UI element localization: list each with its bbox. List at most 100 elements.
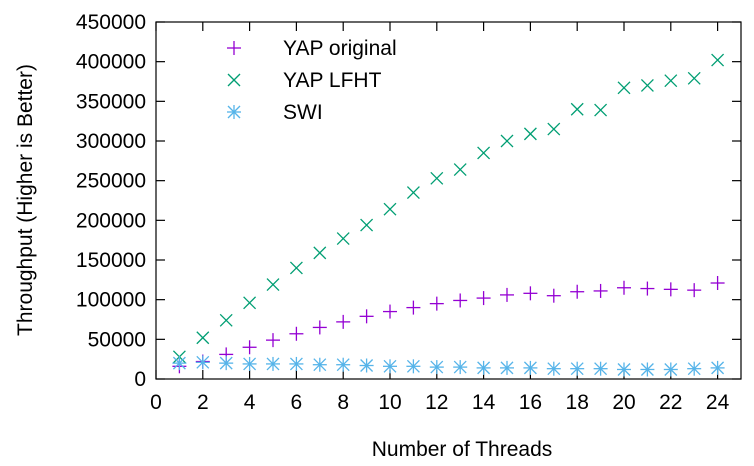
yap-lfht-point — [243, 296, 257, 310]
yap-lfht-point — [687, 71, 701, 85]
yap-original-point — [312, 320, 327, 335]
swi-point — [383, 359, 397, 374]
x-tick-label: 18 — [566, 391, 589, 414]
yap-original-point — [406, 300, 421, 315]
yap-original-point — [593, 283, 608, 298]
x-tick-label: 20 — [612, 391, 635, 414]
x-tick-label: 16 — [519, 391, 542, 414]
y-tick-label: 250000 — [76, 170, 146, 193]
data-points — [172, 53, 725, 377]
swi-point — [710, 360, 725, 375]
yap-original-point — [476, 291, 491, 306]
yap-original-point — [687, 283, 702, 298]
swi-point — [172, 356, 187, 371]
yap-original-point — [640, 281, 655, 296]
swi-point — [219, 356, 234, 371]
swi-point — [242, 356, 257, 371]
legend: YAP original YAP LFHT SWI — [227, 37, 397, 124]
swi-point — [289, 356, 304, 371]
y-tick-label: 0 — [134, 368, 146, 391]
y-tick-label: 300000 — [76, 130, 146, 153]
yap-lfht-point — [219, 313, 233, 327]
swi-point — [406, 359, 421, 374]
swi-point — [195, 355, 210, 370]
yap-original-point — [289, 326, 304, 341]
yap-lfht-point — [360, 218, 374, 232]
swi-point — [453, 360, 468, 375]
yap-original-point — [710, 276, 725, 291]
swi-point — [640, 362, 655, 377]
legend-yap-lfht-label: YAP LFHT — [283, 69, 382, 92]
yap-lfht-point — [640, 79, 654, 92]
yap-lfht-point — [570, 102, 584, 116]
legend-swi-marker — [227, 105, 241, 119]
y-tick-label: 400000 — [76, 51, 146, 74]
x-tick-label: 22 — [659, 391, 682, 414]
legend-yap-original-marker — [227, 41, 241, 55]
y-tick-label: 450000 — [76, 11, 146, 34]
swi-point — [312, 357, 327, 372]
yap-original-point — [336, 314, 351, 329]
y-axis-title: Throughput (Higher is Better) — [14, 64, 37, 336]
yap-original-point — [500, 287, 514, 302]
yap-lfht-point — [523, 127, 537, 141]
x-tick-label: 4 — [244, 391, 256, 414]
x-tick-label: 10 — [378, 391, 401, 414]
x-tick-label: 24 — [706, 391, 730, 414]
swi-point — [663, 362, 678, 377]
axis-tick-labels: 0 2 4 6 8 10 12 14 16 18 20 22 240500001000001500002… — [76, 11, 730, 414]
y-tick-label: 100000 — [76, 289, 146, 312]
y-tick-label: 150000 — [76, 249, 146, 272]
yap-original-point — [546, 288, 561, 303]
yap-lfht-point — [664, 74, 678, 88]
swi-point — [476, 360, 491, 375]
legend-swi-label: SWI — [283, 101, 323, 124]
x-tick-label: 14 — [472, 391, 496, 414]
yap-lfht-point — [547, 122, 561, 136]
yap-lfht-point — [711, 53, 725, 67]
legend-yap-lfht-marker — [227, 73, 241, 87]
swi-point — [617, 362, 631, 377]
yap-lfht-point — [336, 232, 350, 246]
yap-lfht-point — [313, 246, 327, 260]
x-axis-title: Number of Threads — [372, 438, 553, 461]
yap-original-point — [453, 293, 468, 308]
yap-lfht-point — [196, 331, 210, 345]
swi-point — [429, 360, 444, 375]
yap-original-point — [359, 309, 374, 324]
yap-original-point — [663, 282, 678, 297]
x-tick-label: 12 — [425, 391, 448, 414]
yap-lfht-point — [383, 202, 397, 216]
yap-lfht-point — [266, 278, 280, 292]
swi-point — [336, 357, 351, 372]
yap-lfht-point — [617, 81, 631, 95]
swi-point — [359, 358, 374, 373]
y-tick-label: 200000 — [76, 209, 146, 232]
yap-original-point — [429, 296, 444, 311]
yap-original-point — [383, 304, 397, 319]
swi-point — [687, 361, 702, 376]
swi-point — [570, 361, 585, 376]
yap-original-point — [617, 280, 631, 295]
yap-lfht-point — [406, 186, 420, 200]
swi-point — [266, 356, 280, 371]
x-tick-label: 8 — [337, 391, 349, 414]
legend-yap-original-label: YAP original — [283, 37, 397, 60]
plot-frame — [155, 21, 742, 380]
yap-original-point — [523, 286, 538, 301]
y-tick-label: 350000 — [76, 90, 146, 113]
yap-original-point — [242, 340, 257, 355]
yap-original-point — [266, 333, 280, 348]
yap-lfht-point — [289, 261, 303, 275]
swi-point — [593, 361, 608, 376]
swi-point — [523, 360, 538, 375]
x-tick-label: 0 — [150, 391, 162, 414]
x-tick-label: 6 — [291, 391, 303, 414]
swi-point — [546, 361, 561, 376]
yap-original-point — [570, 284, 585, 299]
yap-lfht-point — [500, 134, 514, 148]
y-tick-label: 50000 — [88, 328, 146, 351]
swi-point — [500, 360, 514, 375]
yap-lfht-point — [430, 171, 444, 185]
